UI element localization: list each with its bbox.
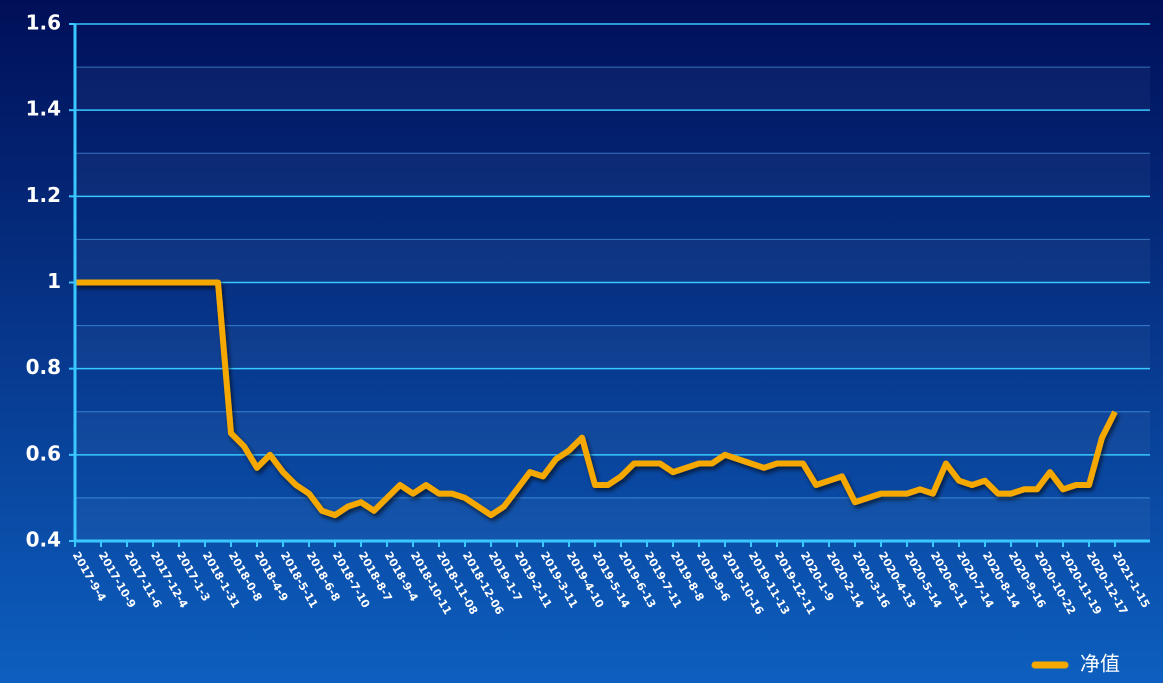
y-tick-label: 0.6 <box>26 441 61 465</box>
y-tick-label: 0.4 <box>26 528 61 552</box>
band <box>75 411 1150 455</box>
series-line <box>75 279 1118 519</box>
legend-label: 净值 <box>1080 652 1120 676</box>
band <box>75 67 1150 111</box>
band <box>75 239 1150 283</box>
y-tick-label: 0.8 <box>26 355 61 379</box>
band <box>75 325 1150 369</box>
band <box>75 497 1150 541</box>
y-tick-label: 1.4 <box>26 97 61 121</box>
y-tick-label: 1 <box>47 269 61 293</box>
y-tick-label: 1.6 <box>26 11 61 35</box>
y-tick-label: 1.2 <box>26 183 61 207</box>
band <box>75 153 1150 197</box>
